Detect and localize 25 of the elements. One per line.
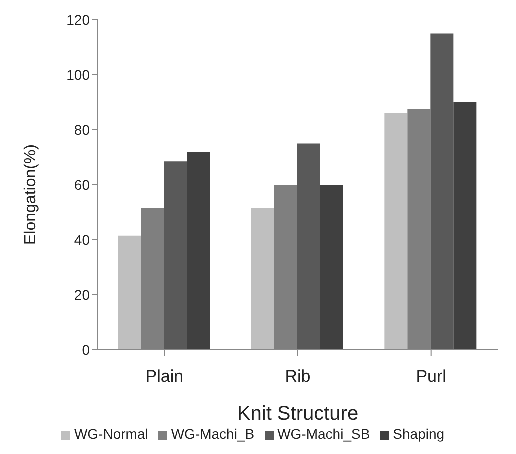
x-tick-label: Purl [416,367,446,386]
legend-label: WG-Machi_SB [278,426,370,442]
bar [384,114,408,350]
legend-label: WG-Machi_B [171,426,255,442]
bar [320,185,344,350]
x-tick-label: Rib [285,367,311,386]
bar [430,34,454,350]
y-tick-label: 20 [74,286,90,303]
x-axis-title: Knit Structure [237,403,359,425]
bar [187,152,210,350]
y-tick-label: 120 [66,12,90,28]
bar [164,162,187,350]
y-tick-label: 0 [82,342,90,358]
bar [454,102,477,350]
legend-label: Shaping [393,426,445,442]
y-tick-label: 60 [74,176,90,193]
bar [118,236,141,350]
bar [251,208,274,350]
x-tick-label: Plain [146,367,184,386]
bar [297,144,320,350]
y-axis-title: Elongation(%) [22,144,40,245]
y-tick-label: 100 [66,66,90,83]
legend-label: WG-Normal [74,426,148,442]
y-tick-label: 80 [74,122,90,138]
y-tick-label: 40 [74,232,90,248]
